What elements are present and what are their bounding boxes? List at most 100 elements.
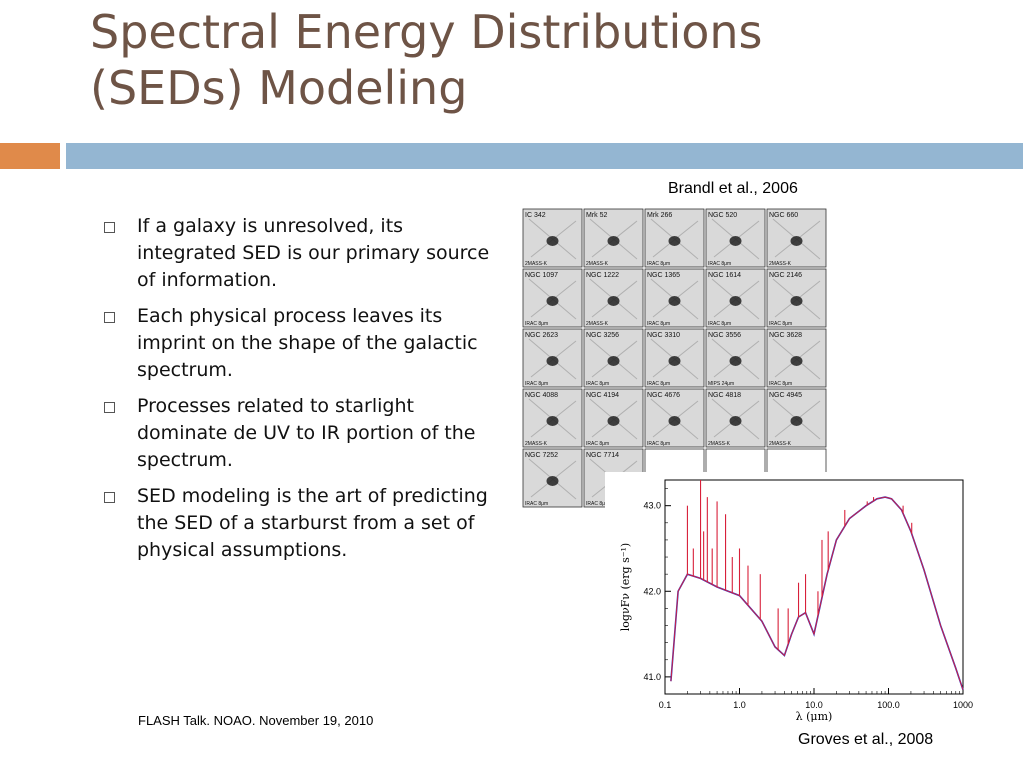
square-bullet-icon — [104, 402, 115, 413]
accent-bar-blue — [66, 143, 1023, 169]
galaxy-cell: NGC 1222 2MASS-K — [583, 268, 644, 328]
galaxy-cell-frame — [583, 328, 644, 388]
galaxy-band-label: 2MASS-K — [708, 441, 731, 447]
bullet-item: If a galaxy is unresolved, its integrate… — [104, 213, 504, 294]
galaxy-core — [790, 236, 803, 246]
galaxy-cell: NGC 7252 IRAC 8μm — [522, 448, 583, 508]
galaxy-name-label: NGC 1365 — [647, 272, 680, 279]
galaxy-band-label: IRAC 8μm — [586, 441, 609, 447]
galaxy-band-label: 2MASS-K — [525, 441, 548, 447]
x-tick-label: 10.0 — [805, 700, 823, 710]
bullet-item: Each physical process leaves its imprint… — [104, 303, 504, 384]
y-tick-label: 41.0 — [643, 672, 661, 682]
galaxy-band-label: IRAC 8μm — [525, 321, 548, 327]
title-line-1: Spectral Energy Distributions — [90, 5, 763, 59]
galaxy-name-label: NGC 7252 — [525, 452, 558, 459]
galaxy-name-label: NGC 4818 — [708, 392, 741, 399]
galaxy-core — [729, 296, 742, 306]
galaxy-core — [790, 296, 803, 306]
galaxy-cell: NGC 520 IRAC 8μm — [705, 208, 766, 268]
galaxy-band-label: IRAC 8μm — [769, 381, 792, 387]
galaxy-band-label: IRAC 8μm — [586, 381, 609, 387]
square-bullet-icon — [104, 492, 115, 503]
galaxy-core — [546, 236, 559, 246]
galaxy-cell: NGC 1614 IRAC 8μm — [705, 268, 766, 328]
galaxy-cell: NGC 4676 IRAC 8μm — [644, 388, 705, 448]
galaxy-name-label: NGC 3628 — [769, 332, 802, 339]
galaxy-band-label: 2MASS-K — [769, 261, 792, 267]
galaxy-core — [607, 296, 620, 306]
y-axis-label: logνFν (erg s⁻¹) — [619, 543, 632, 631]
galaxy-name-label: NGC 4676 — [647, 392, 680, 399]
galaxy-cell: NGC 4945 2MASS-K — [766, 388, 827, 448]
galaxy-cell: NGC 2146 IRAC 8μm — [766, 268, 827, 328]
galaxy-cell: NGC 1365 IRAC 8μm — [644, 268, 705, 328]
galaxy-cell: NGC 4088 2MASS-K — [522, 388, 583, 448]
galaxy-band-label: MIPS 24μm — [708, 381, 734, 387]
square-bullet-icon — [104, 222, 115, 233]
caption-brandl: Brandl et al., 2006 — [668, 180, 798, 197]
sed-chart: 0.1 1.0 10.0 100.0 1000 41.0 42.0 43.0 λ (μm) log… — [605, 472, 985, 722]
galaxy-name-label: IC 342 — [525, 212, 546, 219]
galaxy-name-label: Mrk 52 — [586, 212, 608, 219]
galaxy-band-label: 2MASS-K — [586, 321, 609, 327]
galaxy-cell: NGC 2623 IRAC 8μm — [522, 328, 583, 388]
galaxy-name-label: NGC 1614 — [708, 272, 741, 279]
galaxy-cell: Mrk 266 IRAC 8μm — [644, 208, 705, 268]
caption-groves: Groves et al., 2008 — [798, 731, 934, 748]
galaxy-name-label: NGC 1222 — [586, 272, 619, 279]
galaxy-core — [729, 356, 742, 366]
sed-model-line — [670, 496, 964, 690]
galaxy-name-label: NGC 3256 — [586, 332, 619, 339]
galaxy-core — [729, 416, 742, 426]
bullet-text: SED modeling is the art of predicting th… — [137, 485, 488, 561]
galaxy-band-label: IRAC 8μm — [647, 441, 670, 447]
galaxy-band-label: 2MASS-K — [586, 261, 609, 267]
galaxy-band-label: IRAC 8μm — [525, 381, 548, 387]
y-tick-label: 42.0 — [643, 586, 661, 596]
x-axis-label: λ (μm) — [796, 710, 833, 722]
galaxy-name-label: NGC 3556 — [708, 332, 741, 339]
square-bullet-icon — [104, 312, 115, 323]
chart-background — [605, 472, 985, 722]
x-tick-label: 0.1 — [659, 700, 672, 710]
galaxy-core — [607, 416, 620, 426]
galaxy-cell: NGC 3310 IRAC 8μm — [644, 328, 705, 388]
galaxy-name-label: NGC 2623 — [525, 332, 558, 339]
galaxy-core — [668, 356, 681, 366]
galaxy-core — [790, 356, 803, 366]
galaxy-core — [546, 296, 559, 306]
bullet-item: SED modeling is the art of predicting th… — [104, 483, 504, 564]
galaxy-image-grid: IC 342 2MASS-K Mrk 52 2MASS-K Mrk 266 IRAC 8μ… — [522, 208, 828, 512]
galaxy-cell: Mrk 52 2MASS-K — [583, 208, 644, 268]
galaxy-name-label: Mrk 266 — [647, 212, 672, 219]
bullet-list: If a galaxy is unresolved, its integrate… — [104, 213, 504, 573]
galaxy-band-label: IRAC 8μm — [708, 321, 731, 327]
galaxy-band-label: IRAC 8μm — [647, 321, 670, 327]
galaxy-band-label: IRAC 8μm — [647, 261, 670, 267]
galaxy-cell: NGC 660 2MASS-K — [766, 208, 827, 268]
x-tick-label: 1000 — [953, 700, 973, 710]
bullet-item: Processes related to starlight dominate … — [104, 393, 504, 474]
galaxy-cell: NGC 4194 IRAC 8μm — [583, 388, 644, 448]
galaxy-name-label: NGC 4945 — [769, 392, 802, 399]
galaxy-cell: NGC 4818 2MASS-K — [705, 388, 766, 448]
galaxy-cell: NGC 3628 IRAC 8μm — [766, 328, 827, 388]
galaxy-band-label: IRAC 8μm — [647, 381, 670, 387]
x-tick-label: 100.0 — [877, 700, 900, 710]
accent-bar-orange — [0, 143, 60, 169]
galaxy-band-label: IRAC 8μm — [769, 321, 792, 327]
galaxy-name-label: NGC 660 — [769, 212, 798, 219]
galaxy-name-label: NGC 3310 — [647, 332, 680, 339]
bullet-text: Processes related to starlight dominate … — [137, 395, 476, 471]
y-tick-label: 43.0 — [643, 501, 661, 511]
galaxy-band-label: IRAC 8μm — [525, 501, 548, 507]
x-tick-label: 1.0 — [733, 700, 746, 710]
slide-title: Spectral Energy Distributions (SEDs) Mod… — [90, 4, 990, 116]
galaxy-core — [668, 296, 681, 306]
galaxy-name-label: NGC 1097 — [525, 272, 558, 279]
galaxy-name-label: NGC 7714 — [586, 452, 619, 459]
galaxy-cell: NGC 1097 IRAC 8μm — [522, 268, 583, 328]
galaxy-core — [607, 236, 620, 246]
bullet-text: If a galaxy is unresolved, its integrate… — [137, 215, 490, 291]
